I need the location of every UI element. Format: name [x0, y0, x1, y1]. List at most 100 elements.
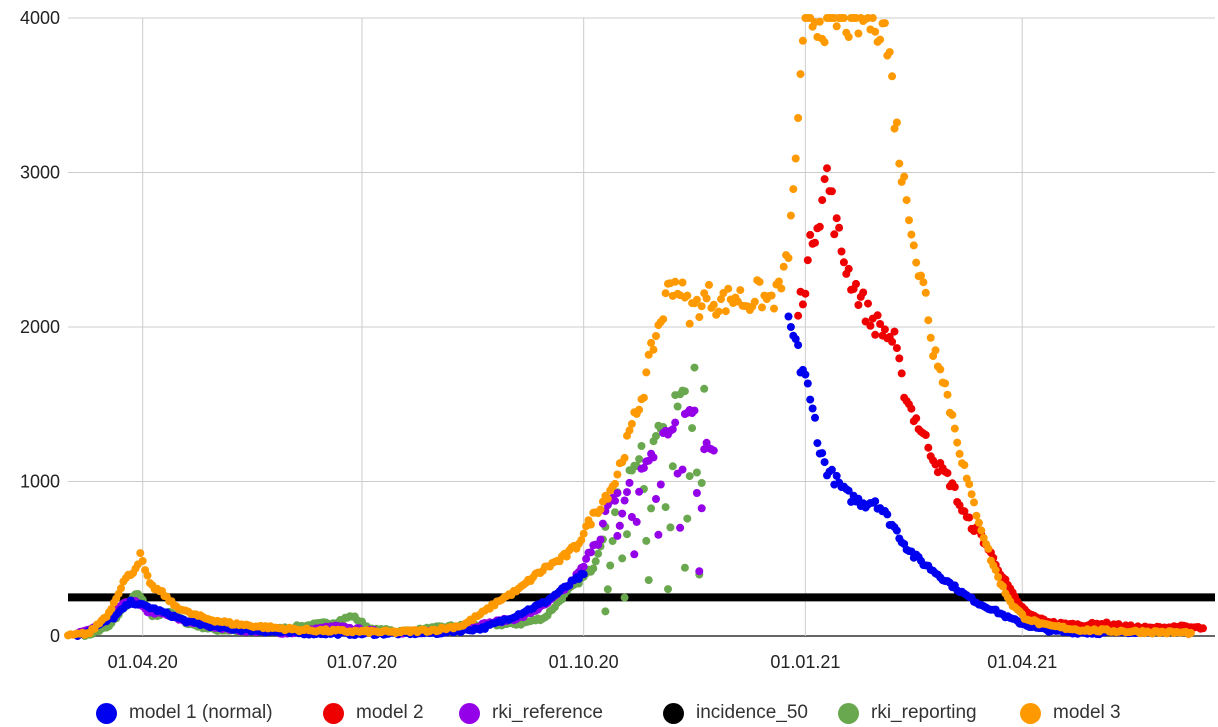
data-point	[811, 238, 819, 247]
data-point	[977, 526, 986, 535]
legend-label: incidence_50	[696, 702, 808, 723]
data-point	[642, 536, 651, 545]
data-point	[697, 479, 706, 487]
data-point	[832, 214, 841, 223]
data-point	[892, 344, 901, 353]
data-point	[921, 288, 930, 297]
data-point	[868, 14, 877, 22]
data-point	[652, 432, 660, 440]
data-point	[900, 172, 909, 181]
data-point	[924, 443, 933, 452]
data-point	[907, 230, 916, 239]
data-point	[784, 312, 793, 321]
data-point	[594, 549, 603, 558]
data-point	[603, 585, 612, 594]
data-point	[649, 345, 658, 354]
x-tick-label: 01.07.20	[327, 652, 397, 672]
data-point	[832, 471, 841, 480]
data-point	[839, 258, 848, 267]
data-point	[702, 294, 711, 303]
data-point	[905, 216, 913, 225]
data-point	[943, 390, 952, 399]
data-point	[844, 264, 853, 273]
data-point	[835, 223, 844, 232]
data-point	[618, 509, 627, 518]
data-point	[586, 520, 595, 529]
data-point	[642, 368, 651, 377]
data-point	[627, 419, 636, 428]
data-point	[717, 295, 725, 304]
data-point	[678, 465, 687, 474]
data-point	[623, 488, 631, 497]
data-point	[688, 424, 697, 433]
data-point	[652, 495, 660, 503]
data-point	[635, 455, 644, 464]
data-point	[676, 523, 685, 532]
data-point	[579, 570, 588, 579]
data-point	[798, 300, 807, 309]
data-point	[767, 291, 776, 300]
data-point	[917, 271, 925, 280]
data-point	[1199, 624, 1207, 633]
data-point	[582, 554, 591, 563]
y-tick-label: 2000	[20, 317, 60, 337]
data-point	[965, 480, 974, 489]
data-point	[897, 369, 906, 378]
data-point	[680, 387, 689, 396]
data-point	[943, 469, 952, 478]
x-tick-label: 01.04.21	[987, 652, 1057, 672]
data-point	[871, 27, 880, 36]
legend-item: rki_reporting	[838, 700, 977, 726]
data-point	[659, 315, 668, 324]
data-point	[786, 211, 795, 220]
data-point	[630, 550, 639, 559]
chart-plot: 0 1000 2000 3000 4000 01.04.20 01.07.20 01.10.…	[20, 8, 1215, 672]
data-point	[611, 479, 619, 488]
data-point	[806, 395, 815, 404]
data-point	[820, 175, 829, 184]
data-point	[796, 70, 805, 79]
data-point	[984, 544, 993, 553]
data-point	[661, 289, 670, 298]
data-point	[806, 230, 815, 239]
data-point	[671, 277, 680, 286]
data-point	[924, 316, 933, 325]
data-point	[998, 582, 1007, 591]
data-point	[603, 494, 612, 503]
data-point	[654, 530, 663, 539]
data-point	[789, 185, 798, 194]
data-point	[690, 363, 699, 372]
data-point	[647, 504, 656, 513]
data-point	[948, 410, 957, 419]
y-tick-label: 3000	[20, 163, 60, 183]
y-axis-ticks: 0 1000 2000 3000 4000	[20, 8, 60, 646]
data-point	[639, 463, 648, 472]
data-point	[695, 567, 704, 576]
data-point	[671, 418, 680, 427]
data-point	[736, 286, 745, 295]
series-model-1-normal-	[73, 312, 1195, 640]
y-tick-label: 4000	[20, 8, 60, 28]
data-point	[876, 35, 885, 44]
x-tick-label: 01.04.20	[108, 652, 178, 672]
data-point	[692, 468, 701, 477]
data-point	[844, 486, 853, 495]
data-point	[854, 29, 863, 38]
data-point	[839, 14, 848, 22]
data-point	[652, 332, 660, 340]
data-point	[613, 531, 622, 540]
data-point	[709, 446, 718, 455]
legend-label: model 3	[1053, 702, 1121, 723]
data-point	[644, 576, 653, 585]
data-point	[774, 277, 783, 286]
data-point	[832, 22, 841, 31]
data-point	[926, 333, 935, 342]
data-point	[661, 503, 670, 512]
legend-item: model 3	[1020, 700, 1121, 726]
data-point	[683, 514, 692, 523]
data-point	[919, 278, 928, 287]
data-point	[591, 557, 600, 566]
data-point	[680, 563, 689, 572]
data-point	[786, 323, 795, 331]
data-point	[974, 518, 983, 527]
